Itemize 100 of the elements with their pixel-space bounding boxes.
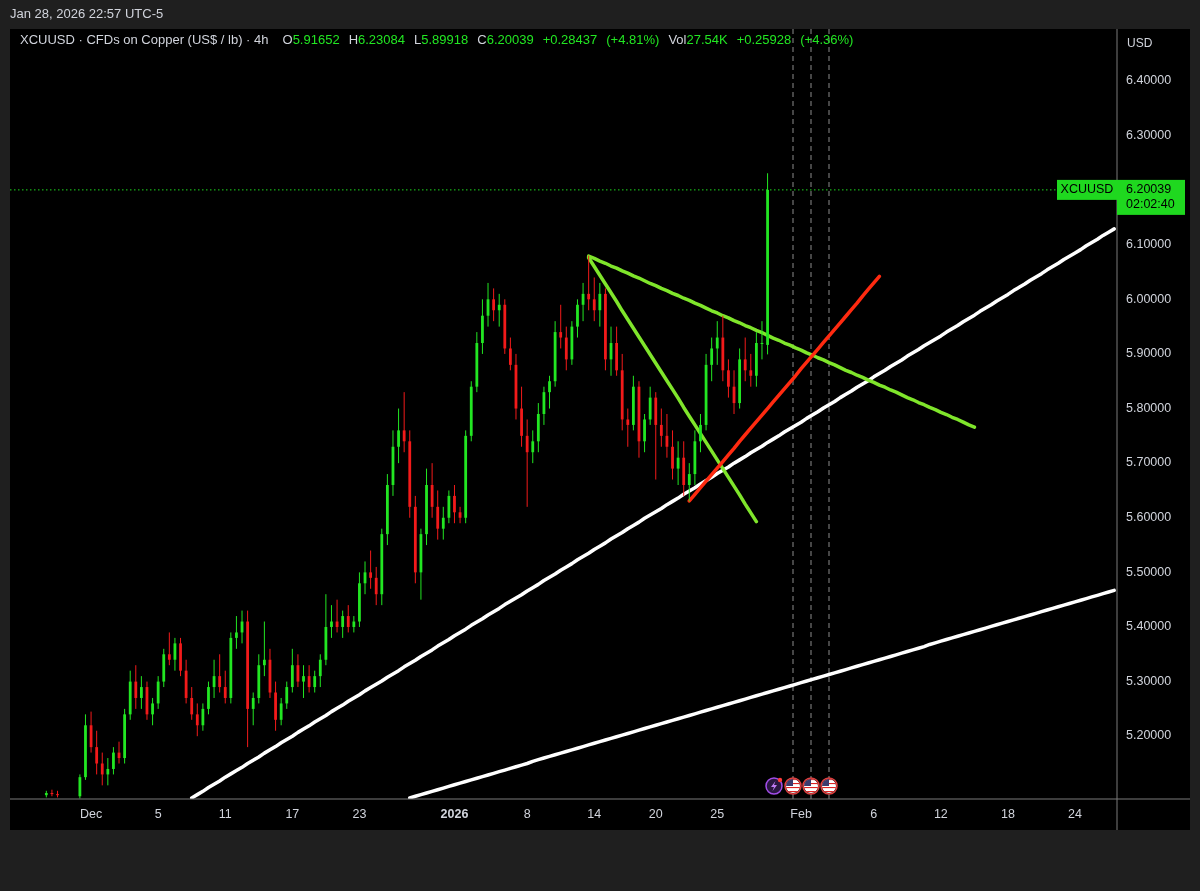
- candlestick: [341, 610, 345, 639]
- y-tick-label: 6.30000: [1126, 127, 1172, 142]
- candlestick: [369, 550, 373, 590]
- x-tick-label: 5: [154, 807, 162, 822]
- x-tick-label: 12: [933, 807, 948, 822]
- candlestick: [156, 675, 160, 710]
- candlestick: [201, 702, 205, 732]
- candlestick: [112, 746, 115, 775]
- candlestick: [330, 604, 333, 639]
- candlestick: [285, 681, 289, 710]
- candlestick: [402, 391, 406, 453]
- x-tick-label: 6: [870, 807, 878, 822]
- candlestick: [648, 386, 652, 426]
- candlestick: [525, 418, 529, 508]
- candlestick: [592, 276, 596, 322]
- y-tick-label: 5.90000: [1126, 346, 1172, 361]
- text: Jan 28, 2026 22:57 UTC-5: [10, 6, 164, 22]
- candlestick: [508, 337, 512, 371]
- candlestick: [262, 621, 266, 677]
- candlestick: [151, 697, 154, 726]
- x-tick-label: 18: [1001, 807, 1015, 822]
- x-tick-label: 24: [1068, 807, 1083, 822]
- y-tick-label: 6.40000: [1126, 73, 1172, 88]
- x-tick-label: 25: [710, 807, 725, 822]
- y-tick-label: 5.60000: [1126, 510, 1172, 525]
- candlestick: [441, 506, 445, 541]
- candlestick: [167, 631, 171, 666]
- candlestick: [313, 670, 317, 694]
- candlestick: [447, 489, 451, 524]
- text: 02:02:40: [1126, 197, 1175, 212]
- candlestick: [492, 287, 496, 322]
- candlestick: [643, 413, 646, 453]
- candlestick: [139, 675, 143, 710]
- text: O5.91652 H6.23084 L5.89918 C6.20039 +0.28437 (+4.81%) Vol27.54K +0.25928 (+4.36%): [282, 32, 854, 48]
- y-tick-label: 5.50000: [1126, 564, 1172, 579]
- candlestick: [218, 653, 222, 694]
- candlestick: [302, 664, 305, 699]
- candlestick: [671, 429, 674, 481]
- candlestick: [223, 670, 227, 704]
- y-tick-label: 6.00000: [1126, 291, 1172, 306]
- y-tick-label: 5.70000: [1126, 455, 1172, 470]
- candlestick: [95, 730, 99, 775]
- candlestick: [587, 255, 591, 311]
- candlestick: [727, 358, 730, 399]
- candlestick: [710, 337, 714, 382]
- y-tick-label: 5.80000: [1126, 400, 1172, 415]
- candlestick: [397, 408, 400, 464]
- candlestick: [743, 337, 747, 382]
- x-tick-label: Dec: [79, 807, 103, 822]
- chart-title: XCUUSD · CFDs on Copper (US$ / lb) · 4h: [20, 32, 269, 48]
- candlestick: [715, 320, 719, 366]
- y-tick-label: 5.30000: [1126, 673, 1172, 688]
- candlestick: [100, 752, 104, 786]
- y-tick-label: 5.20000: [1126, 728, 1172, 743]
- line-series: [408, 588, 1116, 799]
- candlestick: [676, 440, 680, 486]
- candlestick: [453, 484, 456, 524]
- candlestick: [374, 566, 378, 606]
- candlestick: [659, 408, 663, 448]
- candlestick: [497, 293, 501, 328]
- candlestick: [134, 664, 138, 710]
- line-series: [687, 274, 882, 503]
- candlestick: [235, 615, 238, 650]
- candlestick: [279, 697, 283, 726]
- x-tick-label: 11: [218, 807, 232, 822]
- candlestick: [318, 653, 322, 688]
- candlestick: [78, 773, 82, 799]
- line-series: [189, 227, 1116, 799]
- candlestick: [436, 489, 440, 541]
- candlestick: [687, 462, 691, 502]
- candlestick: [106, 757, 110, 786]
- x-tick-label: 23: [352, 807, 367, 822]
- candlestick: [531, 429, 535, 464]
- x-tick-label: 17: [285, 807, 300, 822]
- x-tick-label: 14: [587, 807, 602, 822]
- candlestick: [598, 282, 602, 328]
- candlestick: [251, 692, 255, 726]
- candlestick: [307, 664, 311, 694]
- candlestick: [548, 375, 551, 410]
- candlestick: [190, 686, 194, 721]
- candlestick: [699, 413, 702, 453]
- y-tick-label: 6.10000: [1126, 237, 1172, 252]
- candlestick: [626, 408, 630, 448]
- y-axis-title: USD: [1127, 36, 1153, 51]
- candlestick: [346, 604, 350, 633]
- candlestick: [207, 681, 210, 715]
- y-tick-label: 5.40000: [1126, 619, 1172, 634]
- candlestick: [195, 702, 199, 737]
- candlestick: [564, 326, 568, 371]
- x-tick-label: Feb: [790, 807, 812, 822]
- candlestick: [749, 353, 753, 388]
- x-tick-label: 8: [523, 807, 531, 822]
- x-tick-label: 2026: [440, 807, 469, 822]
- ref-line-label: XCUUSD: [1060, 182, 1114, 197]
- candlestick: [290, 648, 294, 694]
- candlestick: [559, 304, 563, 349]
- candlestick: [576, 298, 579, 339]
- x-tick-label: 20: [648, 807, 663, 822]
- candlestick: [430, 462, 434, 519]
- y-tick-label: 6.20039: [1126, 182, 1172, 197]
